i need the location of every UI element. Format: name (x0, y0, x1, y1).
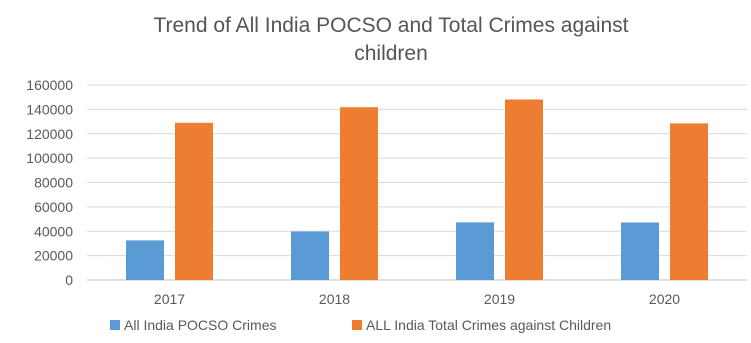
bars (126, 99, 708, 281)
bar-pocso-2020 (621, 222, 659, 280)
bar-total-2020 (670, 123, 708, 280)
y-tick-label: 60000 (34, 199, 73, 215)
x-axis-ticks: 2017 2018 2019 2020 (154, 291, 680, 307)
y-tick-label: 140000 (26, 101, 73, 117)
y-axis-ticks: 0 20000 40000 60000 80000 100000 120000 140000 1… (26, 77, 73, 288)
y-tick-label: 100000 (26, 150, 73, 166)
legend-label-total: ALL India Total Crimes against Children (366, 317, 611, 333)
y-tick-label: 40000 (34, 223, 73, 239)
x-tick-label: 2018 (319, 291, 350, 307)
bar-total-2017 (175, 122, 213, 280)
chart-title-line-1: Trend of All India POCSO and Total Crime… (153, 14, 628, 37)
bar-pocso-2019 (456, 222, 494, 280)
y-tick-label: 80000 (34, 175, 73, 191)
legend-swatch-total (352, 320, 362, 330)
bar-pocso-2018 (291, 231, 329, 280)
bar-total-2018 (340, 107, 378, 281)
x-tick-label: 2019 (484, 291, 515, 307)
legend-label-pocso: All India POCSO Crimes (124, 317, 276, 333)
legend: All India POCSO Crimes ALL India Total Cr… (110, 317, 611, 333)
x-tick-label: 2017 (154, 291, 185, 307)
y-tick-label: 120000 (26, 126, 73, 142)
y-tick-label: 0 (65, 272, 73, 288)
bar-total-2019 (505, 99, 543, 280)
x-tick-label: 2020 (649, 291, 680, 307)
legend-swatch-pocso (110, 320, 120, 330)
chart-title-line-2: children (354, 42, 428, 65)
bar-pocso-2017 (126, 240, 164, 280)
y-tick-label: 20000 (34, 248, 73, 264)
y-tick-label: 160000 (26, 77, 73, 93)
